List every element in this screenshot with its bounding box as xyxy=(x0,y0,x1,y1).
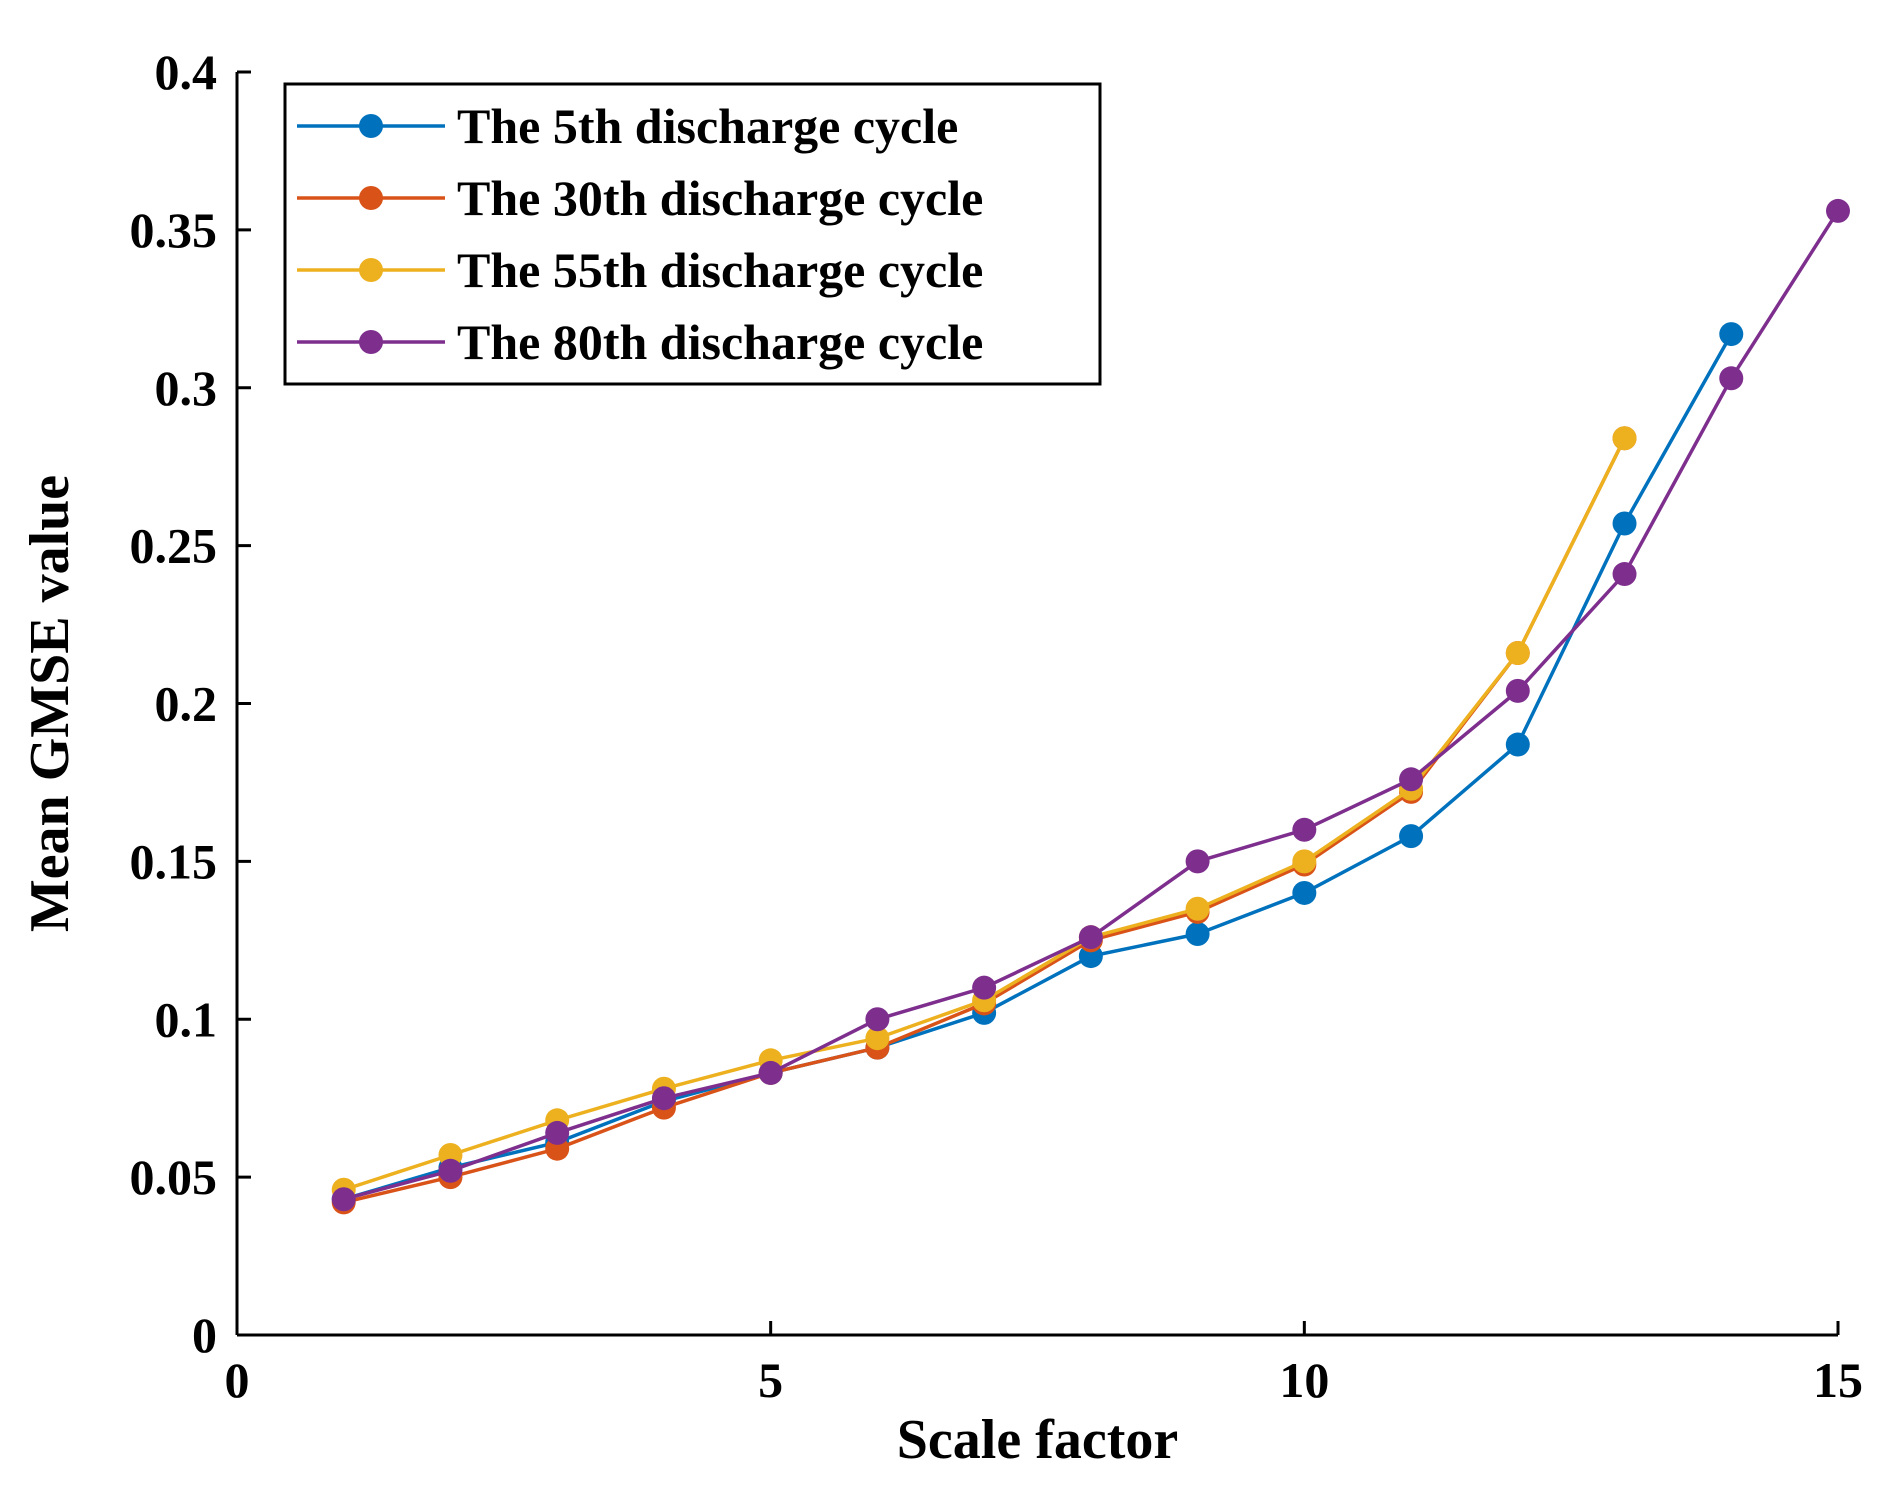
legend-item: The 30th discharge cycle xyxy=(297,170,983,226)
series-line xyxy=(343,333,1733,1201)
x-tick-label: 0 xyxy=(225,1352,250,1408)
legend-marker xyxy=(359,186,383,210)
data-point xyxy=(1826,198,1850,223)
data-point xyxy=(1719,322,1744,347)
legend-item: The 80th discharge cycle xyxy=(297,314,983,370)
y-tick-label: 0.25 xyxy=(130,518,218,574)
data-point xyxy=(545,1120,570,1145)
data-point xyxy=(1292,849,1317,874)
legend-item: The 55th discharge cycle xyxy=(297,242,983,298)
data-point xyxy=(1292,880,1317,905)
data-point xyxy=(758,1060,783,1085)
y-tick-label: 0.1 xyxy=(155,991,218,1047)
x-tick-label: 15 xyxy=(1813,1352,1863,1408)
data-point xyxy=(331,1187,356,1212)
x-axis-title: Scale factor xyxy=(897,1409,1178,1471)
y-tick-label: 0.35 xyxy=(130,202,218,258)
data-point xyxy=(1185,921,1210,946)
series-4 xyxy=(331,198,1850,1212)
data-point xyxy=(1185,896,1210,921)
x-tick-label: 5 xyxy=(758,1352,783,1408)
legend-label: The 55th discharge cycle xyxy=(457,242,983,298)
x-tick-label: 10 xyxy=(1279,1352,1329,1408)
legend: The 5th discharge cycle The 30th discharg… xyxy=(283,82,1102,386)
data-point xyxy=(865,1007,890,1032)
data-point xyxy=(1292,817,1317,842)
series-layer xyxy=(331,198,1850,1215)
y-tick-label: 0.2 xyxy=(155,676,218,732)
data-point xyxy=(651,1086,676,1111)
legend-marker xyxy=(359,114,383,138)
legend-marker xyxy=(359,258,383,282)
data-point xyxy=(865,1026,890,1051)
y-tick-label: 0.4 xyxy=(155,44,218,100)
y-axis-title: Mean GMSE value xyxy=(19,475,81,932)
legend-box xyxy=(283,82,1102,386)
y-tick-label: 0.05 xyxy=(130,1149,218,1205)
data-point xyxy=(1612,562,1637,587)
data-point xyxy=(1505,640,1530,665)
legend-label: The 5th discharge cycle xyxy=(457,98,958,154)
data-point xyxy=(1505,732,1530,757)
data-point xyxy=(1612,511,1637,536)
data-point xyxy=(1399,824,1424,849)
data-point xyxy=(1719,366,1744,391)
data-point xyxy=(1612,426,1637,451)
y-tick-label: 0.3 xyxy=(155,360,218,416)
data-point xyxy=(1399,767,1424,792)
legend-item: The 5th discharge cycle xyxy=(297,98,958,154)
data-point xyxy=(1505,678,1530,703)
data-point xyxy=(972,975,997,1000)
data-point xyxy=(1078,925,1103,950)
legend-label: The 80th discharge cycle xyxy=(457,314,983,370)
y-tick-label: 0.15 xyxy=(130,833,218,889)
axes: 0 5 10 15 0 0.05 0.1 0.15 0.2 0.25 0.3 0.35 0.4 xyxy=(130,44,1864,1408)
y-tick-label: 0 xyxy=(192,1307,217,1363)
legend-marker xyxy=(359,330,383,354)
legend-label: The 30th discharge cycle xyxy=(457,170,983,226)
data-point xyxy=(1185,849,1210,874)
data-point xyxy=(438,1158,463,1183)
